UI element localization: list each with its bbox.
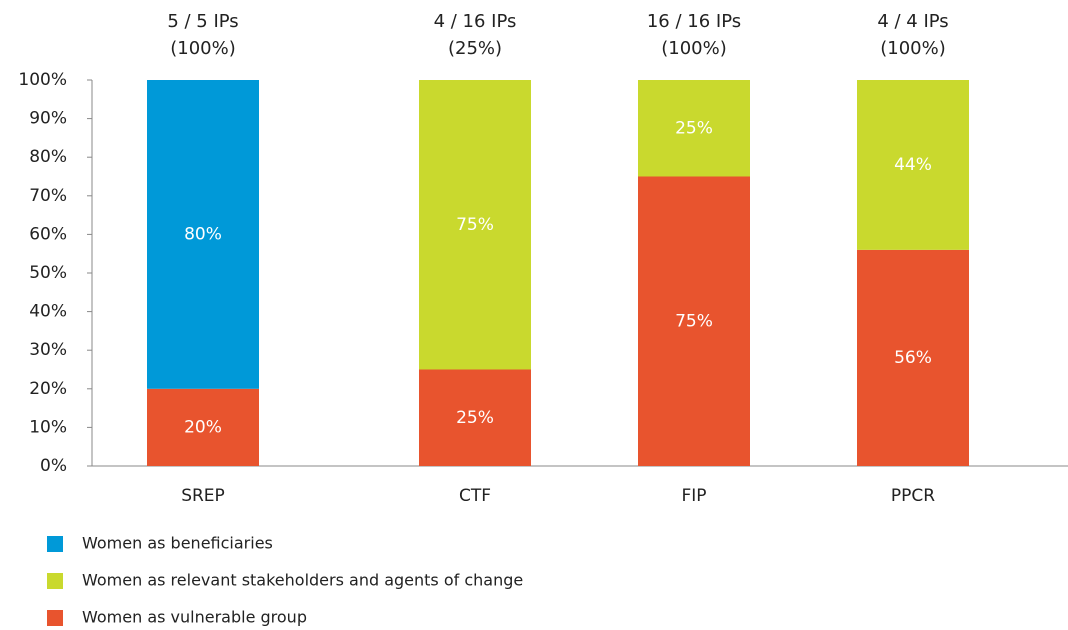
x-tick-label: SREP — [181, 486, 225, 506]
bar-segment — [857, 80, 969, 250]
bar-segment — [147, 388, 259, 466]
bar-annotation: (25%) — [448, 38, 502, 59]
bar-annotation: (100%) — [170, 38, 236, 59]
y-tick-label: 100% — [18, 70, 67, 90]
data-label: 25% — [456, 408, 494, 428]
y-tick-label: 80% — [29, 147, 67, 167]
y-tick-label: 50% — [29, 263, 67, 283]
y-tick-label: 20% — [29, 379, 67, 399]
data-label: 44% — [894, 155, 932, 175]
y-tick-label: 10% — [29, 417, 67, 437]
legend-swatch — [47, 610, 63, 626]
data-label: 25% — [675, 118, 713, 138]
legend-label: Women as vulnerable group — [82, 608, 307, 627]
bar-segment — [419, 80, 531, 370]
legend-swatch — [47, 573, 63, 589]
y-tick-label: 90% — [29, 109, 67, 129]
bar-annotation: 16 / 16 IPs — [647, 11, 741, 32]
bar-annotation: (100%) — [661, 38, 727, 59]
y-tick-label: 40% — [29, 302, 67, 322]
legend-label: Women as beneficiaries — [82, 534, 273, 553]
y-tick-label: 0% — [40, 456, 67, 476]
legend-label: Women as relevant stakeholders and agent… — [82, 571, 523, 590]
bar-annotation: 4 / 4 IPs — [877, 11, 948, 32]
y-tick-label: 70% — [29, 186, 67, 206]
bar-segment — [857, 249, 969, 466]
x-tick-label: PPCR — [891, 486, 935, 506]
bar-annotation: 5 / 5 IPs — [167, 11, 238, 32]
x-tick-label: CTF — [459, 486, 491, 506]
x-tick-label: FIP — [681, 486, 706, 506]
bar-annotation: 4 / 16 IPs — [434, 11, 517, 32]
data-label: 75% — [675, 311, 713, 331]
data-label: 20% — [184, 417, 222, 437]
bar-segment — [638, 80, 750, 177]
bar-segment — [147, 80, 259, 389]
data-label: 56% — [894, 348, 932, 368]
y-tick-label: 60% — [29, 224, 67, 244]
bar-segment — [638, 176, 750, 466]
data-label: 75% — [456, 215, 494, 235]
bar-annotation: (100%) — [880, 38, 946, 59]
y-tick-label: 30% — [29, 340, 67, 360]
bar-segment — [419, 369, 531, 466]
legend-swatch — [47, 536, 63, 552]
data-label: 80% — [184, 224, 222, 244]
